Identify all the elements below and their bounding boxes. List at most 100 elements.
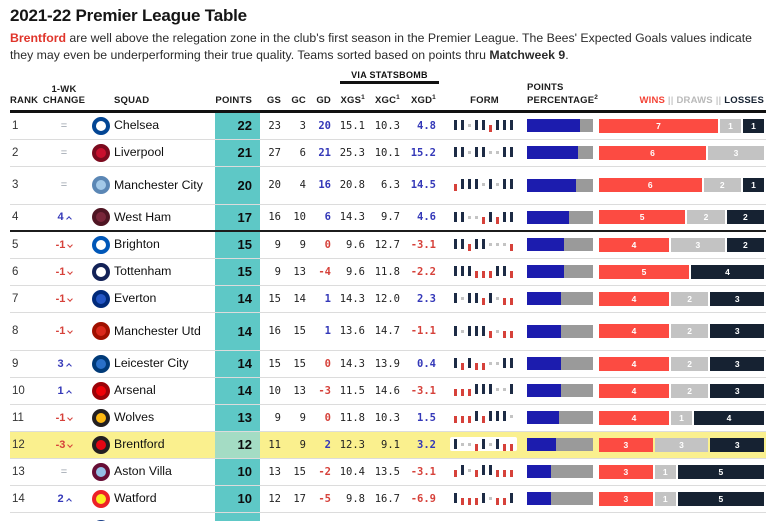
goal-diff-value: 20	[318, 119, 331, 132]
form-tick-loss	[468, 498, 471, 506]
via-statsbomb-label: VIA STATSBOMB	[351, 69, 428, 80]
col-header-gs: GS	[266, 95, 281, 107]
xgd-value: 15.2	[410, 146, 436, 159]
partial-next-row	[10, 512, 766, 521]
goals-scored-value: 20	[268, 179, 281, 192]
rank-value: 14	[12, 492, 25, 505]
points-value: 10	[215, 458, 260, 485]
form-tick-draw	[461, 443, 464, 447]
goals-scored-value: 23	[268, 119, 281, 132]
form-chart	[442, 210, 527, 225]
xgd-value: 1.5	[417, 411, 436, 424]
goals-conceded-value: 15	[293, 357, 306, 370]
wins-segment: 3	[599, 464, 653, 479]
points-value: 14	[215, 350, 260, 377]
rank-change: -1	[40, 293, 88, 305]
xgc-value: 12.0	[374, 292, 400, 305]
rank-change: -1	[40, 412, 88, 424]
form-tick-win	[510, 211, 513, 222]
goals-conceded-value: 15	[293, 465, 306, 478]
goals-scored-value: 9	[274, 411, 281, 424]
club-crest-icon	[92, 262, 110, 281]
form-tick-win	[454, 325, 457, 336]
xgc-value: 9.1	[381, 438, 400, 451]
goals-conceded-value: 17	[293, 492, 306, 505]
col-header-wdl: WINS || DRAWS || LOSSES	[639, 95, 764, 107]
form-tick-win	[489, 178, 492, 189]
xgs-value: 15.1	[339, 119, 365, 132]
col-header-rank: RANK	[10, 95, 39, 107]
via-statsbomb-underline	[340, 80, 439, 84]
form-tick-draw	[489, 151, 492, 155]
rank-change: 4	[40, 211, 88, 223]
form-tick-win	[475, 239, 478, 250]
points-value: 20	[215, 166, 260, 204]
form-tick-loss	[489, 330, 492, 338]
goal-diff-value: 0	[324, 238, 331, 251]
rank-value: 5	[12, 238, 19, 251]
change-arrow-icon	[65, 216, 72, 223]
form-chart	[442, 237, 527, 252]
form-tick-loss	[503, 498, 506, 506]
draws-segment: 1	[654, 491, 676, 506]
xgd-value: -6.9	[410, 492, 436, 505]
losses-segment: 3	[710, 383, 765, 398]
xgc-value: 11.8	[374, 265, 400, 278]
draws-segment: 3	[654, 437, 709, 452]
goals-conceded-value: 15	[293, 325, 306, 338]
form-tick-draw	[475, 215, 478, 219]
squad-name: Manchester Utd	[114, 323, 201, 338]
squad-name: Manchester City	[114, 177, 203, 192]
form-tick-draw	[468, 151, 471, 155]
goals-conceded-value: 3	[299, 119, 306, 132]
col-header-change: 1-WK CHANGE	[42, 84, 86, 107]
rank-change: -1	[40, 325, 88, 337]
form-tick-win	[454, 293, 457, 304]
change-arrow-icon	[65, 363, 72, 369]
form-tick-win	[454, 147, 457, 158]
col-header-gc: GC	[291, 95, 306, 107]
form-tick-win	[475, 325, 478, 336]
form-tick-draw	[496, 362, 499, 366]
points-percentage-bar	[527, 210, 599, 224]
goal-diff-value: 21	[318, 146, 331, 159]
form-tick-win	[496, 411, 499, 422]
rank-change: 3	[40, 358, 88, 370]
form-tick-win	[496, 266, 499, 277]
draws-segment: 1	[719, 118, 741, 133]
squad-name: Brighton	[114, 237, 160, 252]
form-tick-win	[510, 178, 513, 189]
goal-diff-value: 2	[324, 438, 331, 451]
subtitle-body: are well above the relegation zone in th…	[10, 31, 752, 62]
form-tick-loss	[461, 416, 464, 424]
form-tick-win	[503, 120, 506, 131]
form-tick-win	[475, 178, 478, 189]
rank-change: =	[60, 119, 68, 132]
club-crest-icon	[92, 116, 110, 135]
subtitle: Brentford are well above the relegation …	[10, 30, 762, 64]
table-row: 10 1 Arsenal 14 10 13 -3 11.5 14.6 -3.1 …	[10, 377, 766, 405]
xgc-value: 13.5	[374, 465, 400, 478]
form-tick-win	[510, 384, 513, 395]
form-tick-loss	[475, 444, 478, 452]
rank-value: 9	[12, 357, 19, 370]
form-chart	[442, 463, 527, 480]
form-tick-win	[489, 465, 492, 476]
points-percentage-bar	[527, 292, 599, 306]
draws-segment: 3	[708, 145, 764, 160]
xgc-value: 10.3	[374, 411, 400, 424]
table-row: 12 -3 Brentford 12 11 9 2 12.3 9.1 3.2 3…	[10, 431, 766, 459]
col-header-points: POINTS	[215, 95, 252, 107]
xgc-value: 14.7	[374, 325, 400, 338]
goals-scored-value: 11	[268, 438, 281, 451]
form-tick-loss	[510, 444, 513, 452]
xgc-value: 6.3	[381, 179, 400, 192]
xgs-value: 9.6	[346, 238, 365, 251]
